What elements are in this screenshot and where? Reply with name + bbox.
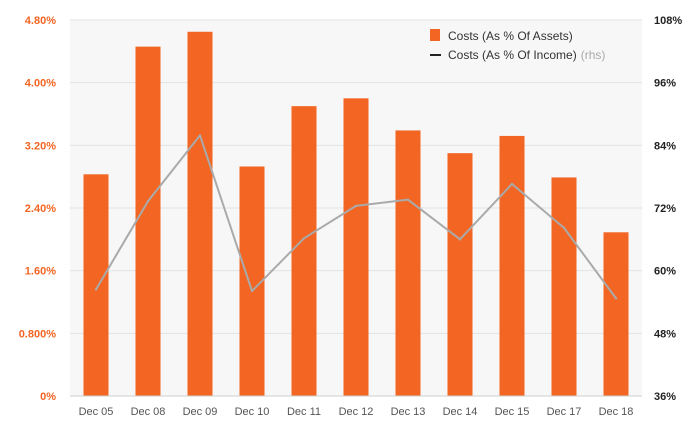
x-tick-label: Dec 14 (443, 406, 478, 418)
income-ratio-point (458, 238, 462, 241)
x-tick-label: Dec 09 (183, 406, 218, 418)
left-tick-label: 1.60% (25, 266, 56, 278)
left-tick-label: 0% (40, 391, 56, 403)
right-tick-label: 48% (654, 328, 676, 340)
x-tick-label: Dec 11 (287, 406, 321, 418)
legend-swatch-assets (430, 29, 440, 41)
right-tick-label: 84% (654, 140, 676, 152)
right-axis: 36% 48% 60% 72% 84% 96% 108% (654, 15, 682, 403)
income-ratio-point (302, 237, 306, 240)
x-tick-label: Dec 05 (79, 406, 114, 418)
left-tick-label: 4.00% (25, 78, 56, 90)
bar-dec-18 (603, 232, 629, 396)
left-tick-label: 4.80% (25, 15, 56, 27)
left-axis: 0% 0.800% 1.60% 2.40% 3.20% 4.00% 4.80% (19, 15, 57, 403)
income-ratio-point (354, 204, 358, 208)
left-tick-label: 3.20% (25, 140, 56, 152)
x-tick-label: Dec 18 (599, 406, 634, 418)
income-ratio-point (562, 226, 566, 230)
income-ratio-point (94, 288, 98, 291)
x-tick-label: Dec 13 (391, 406, 426, 418)
bar-dec-12 (343, 98, 369, 396)
x-tick-label: Dec 12 (339, 406, 374, 418)
legend-rhs-note: (rhs) (581, 48, 606, 62)
legend: Costs (As % Of Assets) Costs (As % Of In… (430, 29, 605, 62)
income-ratio-point (510, 182, 514, 186)
bar-dec-14 (447, 153, 473, 396)
bar-dec-15 (499, 135, 525, 396)
left-tick-label: 2.40% (25, 203, 56, 215)
bar-dec-08 (135, 46, 161, 397)
bar-dec-17 (551, 177, 577, 396)
income-ratio-point (146, 200, 150, 203)
right-tick-label: 96% (654, 78, 676, 90)
right-tick-label: 108% (654, 15, 682, 27)
right-tick-label: 36% (654, 391, 676, 403)
x-axis: Dec 05 Dec 08 Dec 09 Dec 10 Dec 11 Dec 12 Dec … (70, 395, 642, 418)
legend-label-income: Costs (As % Of Income) (rhs) (448, 48, 605, 62)
x-tick-label: Dec 08 (131, 406, 166, 418)
legend-label-income-text: Costs (As % Of Income) (448, 48, 577, 62)
right-tick-label: 72% (654, 203, 676, 215)
bar-dec-13 (395, 130, 421, 396)
income-ratio-point (250, 289, 254, 293)
x-tick-label: Dec 15 (495, 406, 530, 418)
income-ratio-point (614, 297, 618, 300)
bar-dec-09 (187, 31, 213, 396)
legend-label-assets: Costs (As % Of Assets) (448, 29, 573, 43)
income-ratio-point (198, 134, 202, 137)
income-ratio-point (406, 198, 410, 201)
x-tick-label: Dec 10 (235, 406, 270, 418)
bar-dec-11 (291, 106, 317, 397)
left-tick-label: 0.800% (19, 328, 57, 340)
right-tick-label: 60% (654, 266, 676, 278)
x-tick-label: Dec 17 (547, 406, 582, 418)
line-series (94, 134, 618, 300)
bar-dec-05 (83, 174, 109, 396)
